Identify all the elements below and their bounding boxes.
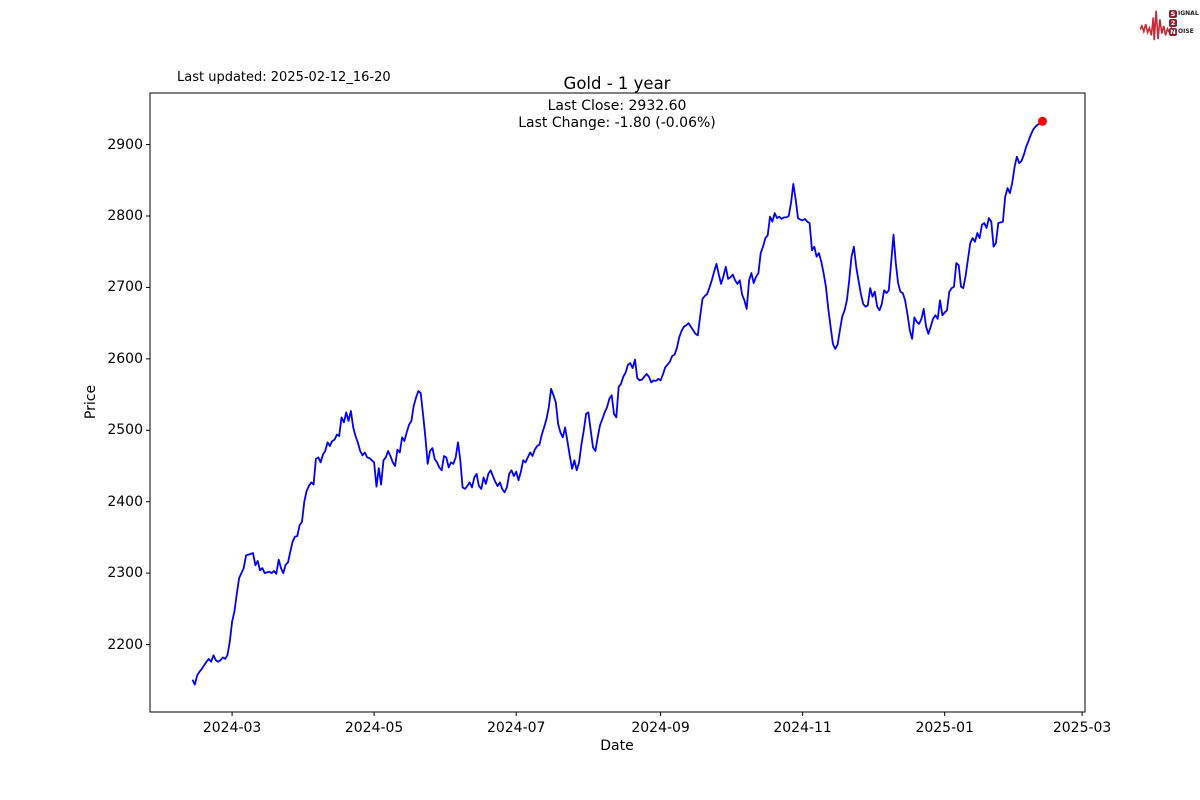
logo-letter-n: N [1169,27,1177,36]
logo-wordmark: S IGNAL 2 N OISE [1169,10,1199,37]
x-tick-label: 2024-03 [202,720,262,736]
y-tick-label: 2800 [107,208,143,224]
logo-row-noise: N OISE [1169,28,1199,37]
x-tick-label: 2024-09 [631,720,690,736]
logo-text-ignal: IGNAL [1178,10,1199,17]
last-point-marker [1038,116,1047,126]
y-tick-label: 2300 [107,565,143,582]
last-change-annotation: Last Change: -1.80 (-0.06%) [518,115,716,131]
y-tick-label: 2900 [107,136,143,153]
waveform-icon [1140,10,1175,41]
last-updated-text: Last updated: 2025-02-12_16-20 [177,70,391,85]
logo-letter-2: 2 [1169,18,1177,27]
plot-border [149,92,1086,713]
logo-row-signal: S IGNAL [1169,10,1199,19]
x-tick-label: 2025-03 [1052,720,1112,736]
logo-letter-s: S [1169,9,1177,18]
axis-tick-marks [146,144,1083,716]
x-tick-label: 2025-01 [915,720,974,736]
x-tick-label: 2024-05 [344,720,404,736]
x-axis-label: Date [600,738,634,754]
signal2noise-logo: S IGNAL 2 N OISE [1140,4,1199,46]
page-title: Gold - 1 year [563,74,671,93]
logo-text-oise: OISE [1178,28,1194,35]
y-axis-label: Price [83,384,99,420]
y-tick-label: 2400 [107,493,143,510]
y-tick-label: 2200 [107,636,143,653]
logo-row-2: 2 [1169,19,1199,28]
x-tick-label: 2024-07 [486,720,546,736]
last-close-annotation: Last Close: 2932.60 [547,98,687,114]
y-tick-label: 2600 [107,350,143,367]
x-tick-label: 2024-11 [773,720,832,736]
y-tick-label: 2500 [107,422,143,439]
y-tick-label: 2700 [107,279,143,296]
price-line-series [191,120,1044,686]
